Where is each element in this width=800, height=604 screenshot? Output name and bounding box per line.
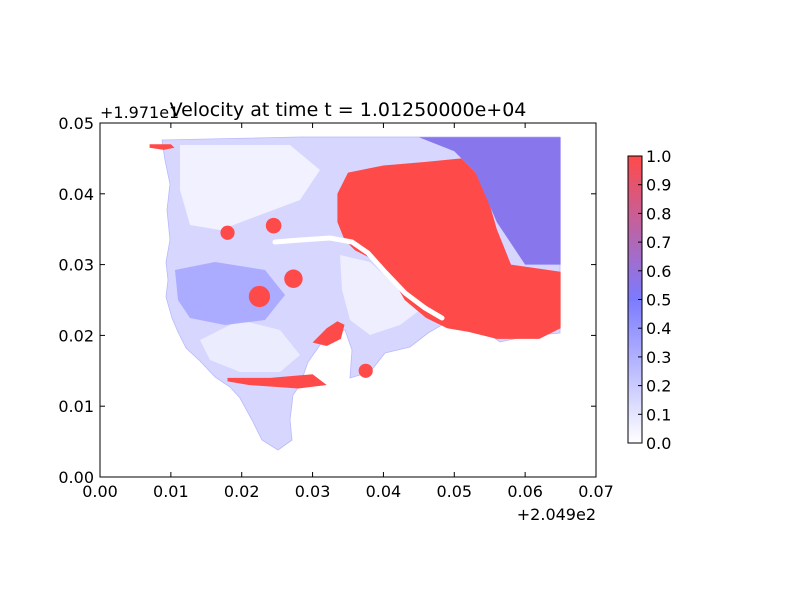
colorbar-ticks: 0.0 0.1 0.2 0.3 0.4 0.5 0.6 0.7 0.8 0.9 1.0 (638, 147, 671, 453)
colorbar-tick-label: 1.0 (646, 147, 671, 166)
y-tick-label: 0.00 (58, 468, 94, 487)
calm-zone-north (180, 145, 320, 230)
x-tick-label: 0.04 (366, 482, 402, 501)
colorbar-tick-label: 0.0 (646, 434, 671, 453)
colorbar-tick-label: 0.4 (646, 319, 671, 338)
colorbar-tick-label: 0.8 (646, 204, 671, 223)
colorbar-tick-label: 0.3 (646, 348, 671, 367)
velocity-region-4 (312, 321, 345, 346)
velocity-region-6 (284, 269, 303, 288)
velocity-region-5 (248, 285, 271, 308)
velocity-region-10 (149, 144, 175, 150)
velocity-field (149, 136, 561, 451)
x-tick-label: 0.02 (224, 482, 260, 501)
y-offset-label: +1.971e1 (100, 103, 179, 122)
x-tick-label: 0.01 (153, 482, 189, 501)
x-tick-label: 0.07 (578, 482, 614, 501)
velocity-region-7 (220, 225, 235, 240)
y-axis: 0.00 0.01 0.02 0.03 0.04 0.05 (58, 114, 596, 487)
y-tick-label: 0.02 (58, 326, 94, 345)
y-tick-label: 0.03 (58, 256, 94, 275)
x-offset-label: +2.049e2 (517, 505, 596, 524)
x-axis: 0.00 0.01 0.02 0.03 0.04 0.05 0.06 0.07 (82, 123, 614, 501)
mid-zone-west (175, 262, 285, 325)
channel-barrier (272, 235, 445, 321)
velocity-region-9 (358, 363, 373, 378)
colorbar-tick-label: 0.2 (646, 377, 671, 396)
x-tick-label: 0.03 (295, 482, 331, 501)
velocity-region-1 (337, 158, 561, 339)
y-tick-label: 0.05 (58, 114, 94, 133)
calm-zone-bay (340, 255, 420, 335)
velocity-region-8 (265, 217, 282, 234)
calm-zone-south (200, 320, 300, 372)
x-tick-label: 0.05 (436, 482, 472, 501)
colorbar-tick-label: 0.5 (646, 291, 671, 310)
chart-title: Velocity at time t = 1.01250000e+04 (170, 99, 527, 121)
x-tick-label: 0.06 (507, 482, 543, 501)
x-tick-label: 0.00 (82, 482, 118, 501)
colorbar-tick-label: 0.9 (646, 176, 671, 195)
colorbar-tick-label: 0.7 (646, 233, 671, 252)
colorbar-tick-label: 0.6 (646, 262, 671, 281)
velocity-region-2 (418, 137, 561, 265)
y-tick-label: 0.04 (58, 185, 94, 204)
velocity-regions (149, 137, 561, 389)
axes-frame (99, 122, 597, 478)
colorbar-tick-label: 0.1 (646, 405, 671, 424)
y-tick-label: 0.01 (58, 397, 94, 416)
velocity-region-3 (227, 374, 327, 389)
